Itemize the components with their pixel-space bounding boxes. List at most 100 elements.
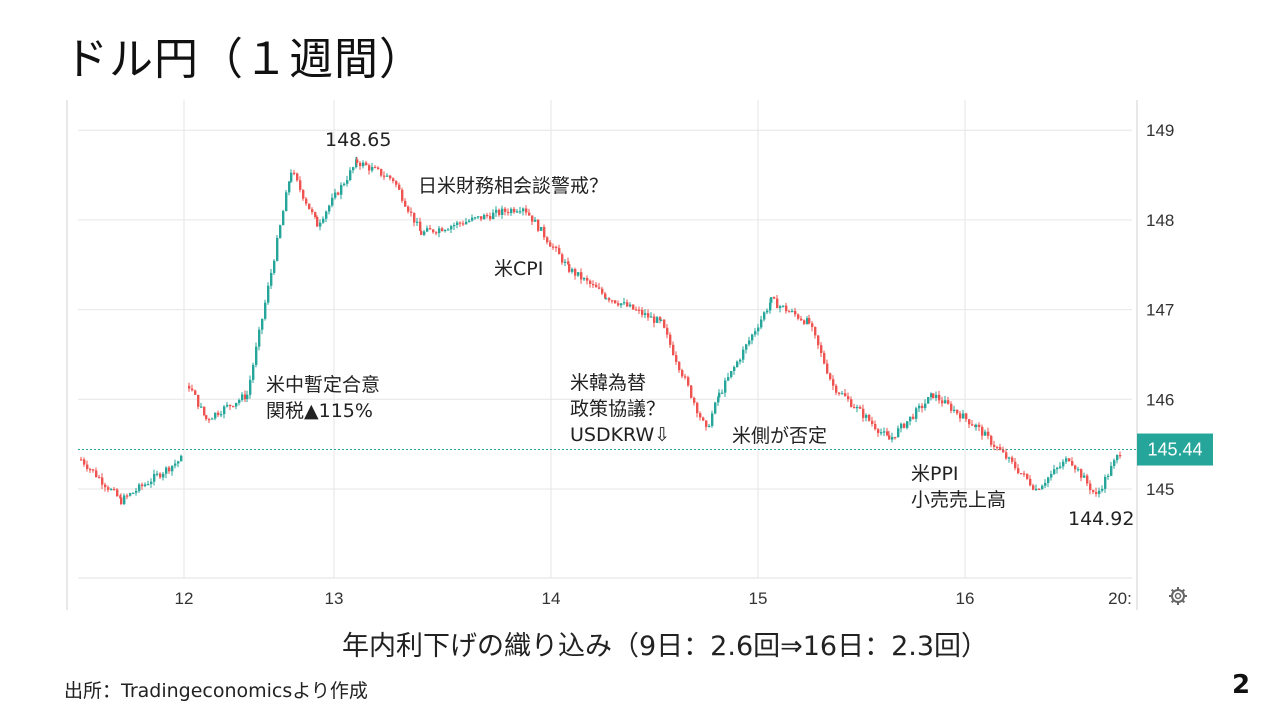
candle-up — [748, 340, 751, 345]
candle-down — [555, 246, 558, 249]
candle-down — [574, 269, 577, 276]
candle-down — [194, 390, 197, 395]
candle-up — [763, 312, 766, 320]
candle-down — [626, 302, 629, 307]
candle-up — [984, 431, 987, 436]
candle-up — [1035, 488, 1038, 491]
gear-tooth — [1170, 599, 1175, 604]
candle-up — [456, 222, 459, 225]
source-note: 出所：Tradingeconomicsより作成 — [64, 680, 368, 702]
candle-down — [699, 413, 702, 418]
annotation-low: 144.92 — [1068, 508, 1134, 530]
candle-up — [721, 392, 724, 394]
candle-down — [666, 327, 669, 335]
candle-down — [1032, 485, 1035, 490]
candle-up — [1101, 488, 1104, 491]
candle-down — [990, 435, 993, 445]
candle-down — [672, 344, 675, 356]
candle-down — [413, 212, 416, 223]
gear-tooth — [1181, 599, 1186, 604]
candle-down — [1068, 458, 1071, 462]
candle-down — [814, 326, 817, 336]
candle-down — [950, 403, 953, 411]
candle-up — [223, 406, 226, 415]
candle-down — [773, 297, 776, 299]
candle-up — [214, 412, 217, 419]
candle-down — [389, 175, 392, 179]
candle-down — [80, 459, 83, 461]
candle-down — [678, 361, 681, 371]
candle-up — [346, 180, 349, 184]
candle-up — [252, 364, 255, 380]
candle-up — [386, 175, 389, 177]
candle-up — [510, 208, 513, 214]
candle-down — [829, 373, 832, 380]
candle-down — [308, 203, 311, 210]
candle-up — [915, 408, 918, 419]
x-tick-label: 16 — [956, 589, 975, 608]
candle-down — [871, 420, 874, 424]
candle-up — [1083, 475, 1086, 478]
candle-up — [708, 425, 711, 428]
candle-up — [474, 217, 477, 219]
candle-up — [806, 318, 809, 324]
candle-down — [832, 379, 835, 386]
candle-down — [383, 175, 386, 177]
candle-up — [935, 394, 938, 399]
candle-up — [766, 310, 769, 313]
candle-up — [841, 393, 844, 395]
candle-up — [273, 260, 276, 273]
candle-up — [1008, 457, 1011, 459]
candle-down — [197, 394, 200, 407]
candle-up — [883, 431, 886, 433]
candle-down — [987, 431, 990, 436]
candle-up — [235, 402, 238, 407]
candle-down — [635, 309, 638, 311]
candle-up — [177, 461, 180, 464]
candle-down — [1002, 450, 1005, 453]
candle-up — [438, 228, 441, 233]
candle-down — [862, 408, 865, 418]
candle-up — [1059, 466, 1062, 468]
candle-up — [355, 159, 358, 168]
candle-down — [932, 393, 935, 399]
candle-down — [847, 396, 850, 400]
candle-down — [531, 215, 534, 222]
candle-up — [1113, 460, 1116, 466]
annotation-uskorea: 政策協議？ — [570, 398, 665, 420]
candle-down — [598, 287, 601, 289]
candle-down — [659, 317, 662, 321]
candle-up — [343, 183, 346, 186]
candle-down — [690, 385, 693, 398]
candle-down — [835, 385, 838, 393]
candle-up — [465, 221, 468, 225]
candle-up — [736, 361, 739, 368]
candle-down — [311, 209, 314, 213]
candle-up — [150, 481, 153, 485]
candle-down — [938, 394, 941, 401]
candle-up — [328, 205, 331, 212]
current-price-label: 145.44 — [1147, 440, 1202, 460]
candle-down — [1092, 490, 1095, 493]
candle-up — [880, 432, 883, 434]
candle-down — [86, 464, 89, 469]
candle-up — [241, 394, 244, 401]
candle-down — [586, 278, 589, 281]
candle-down — [126, 495, 129, 497]
candle-down — [811, 323, 814, 327]
candle-down — [850, 399, 853, 407]
candle-down — [95, 470, 98, 478]
candle-down — [356, 159, 359, 163]
candle-up — [760, 319, 763, 328]
annotation-usppi: 米PPI — [911, 463, 959, 485]
candle-down — [507, 211, 510, 214]
candle-up — [162, 473, 165, 478]
candle-up — [135, 490, 138, 493]
candle-down — [1080, 469, 1083, 478]
candle-up — [147, 484, 150, 486]
candle-down — [999, 447, 1002, 451]
candle-up — [791, 310, 794, 313]
gear-icon[interactable] — [1169, 587, 1187, 605]
candle-down — [877, 429, 880, 433]
x-tick-label: 12 — [175, 589, 194, 608]
